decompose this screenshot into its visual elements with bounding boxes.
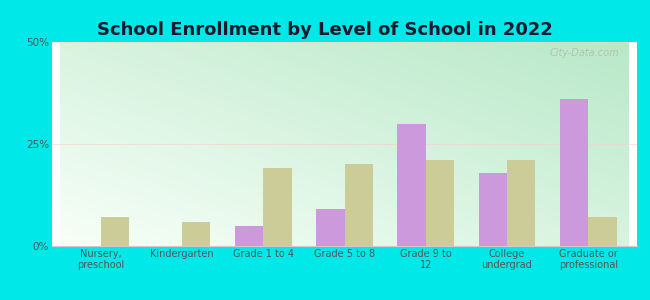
Text: City-Data.com: City-Data.com [550, 48, 619, 58]
Bar [507, 160, 536, 246]
Bar [588, 218, 617, 246]
Bar [101, 218, 129, 246]
Bar [182, 221, 211, 246]
Text: School Enrollment by Level of School in 2022: School Enrollment by Level of School in … [97, 21, 553, 39]
Bar [426, 160, 454, 246]
Bar [344, 164, 373, 246]
Bar [478, 172, 507, 246]
Bar [397, 124, 426, 246]
Bar [316, 209, 344, 246]
Bar [235, 226, 263, 246]
Bar [263, 169, 292, 246]
Bar [560, 99, 588, 246]
